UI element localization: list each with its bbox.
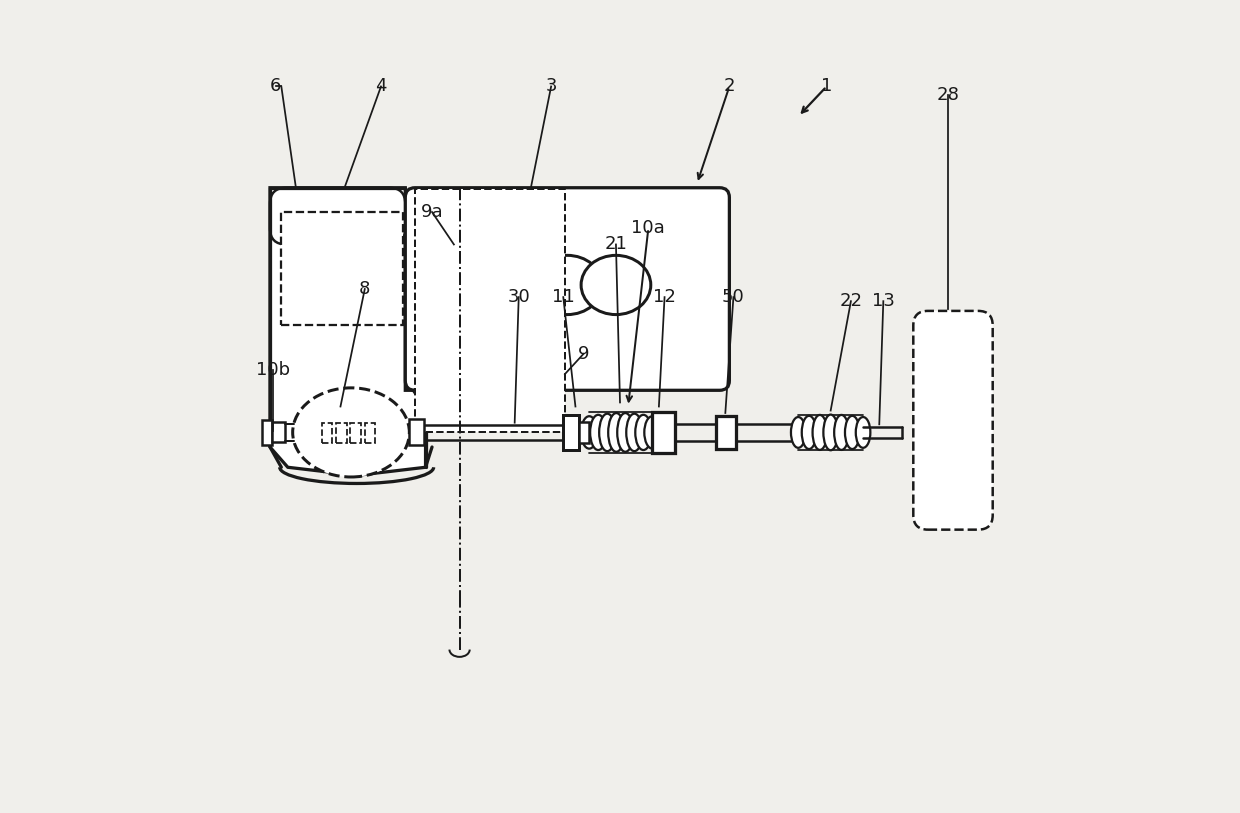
Bar — [336, 423, 347, 443]
Text: 1: 1 — [821, 77, 832, 95]
FancyBboxPatch shape — [405, 188, 729, 390]
Ellipse shape — [635, 415, 651, 450]
FancyBboxPatch shape — [914, 311, 993, 529]
Bar — [365, 423, 376, 443]
Ellipse shape — [599, 414, 615, 451]
Bar — [563, 415, 579, 450]
Ellipse shape — [844, 415, 859, 449]
FancyBboxPatch shape — [270, 188, 405, 245]
Text: 10a: 10a — [631, 220, 665, 237]
Text: 22: 22 — [839, 292, 862, 311]
Bar — [262, 420, 273, 445]
PathPatch shape — [270, 188, 425, 476]
Text: 3: 3 — [546, 77, 557, 95]
Text: 28: 28 — [936, 85, 960, 103]
Bar — [409, 420, 424, 446]
Text: 50: 50 — [722, 288, 745, 307]
Text: 11: 11 — [552, 288, 574, 307]
Text: 8: 8 — [360, 280, 371, 298]
Ellipse shape — [618, 413, 634, 452]
Ellipse shape — [532, 255, 603, 315]
Ellipse shape — [626, 414, 642, 451]
Text: 4: 4 — [376, 77, 387, 95]
Bar — [273, 422, 285, 442]
Text: 21: 21 — [605, 236, 627, 254]
Ellipse shape — [293, 388, 409, 477]
Text: 9: 9 — [578, 345, 589, 363]
Ellipse shape — [608, 413, 625, 452]
Text: 9a: 9a — [420, 203, 444, 221]
Bar — [652, 412, 675, 453]
Bar — [715, 416, 735, 449]
Text: 12: 12 — [653, 288, 676, 307]
Ellipse shape — [645, 416, 661, 449]
Ellipse shape — [812, 415, 827, 450]
Ellipse shape — [590, 415, 606, 450]
Ellipse shape — [791, 417, 806, 448]
Bar — [322, 423, 332, 443]
Ellipse shape — [802, 415, 816, 449]
Ellipse shape — [856, 417, 870, 448]
Bar — [415, 189, 565, 433]
Ellipse shape — [835, 415, 848, 450]
Bar — [350, 423, 361, 443]
Bar — [281, 212, 403, 325]
Ellipse shape — [582, 255, 651, 315]
Text: 13: 13 — [872, 292, 895, 311]
Text: 2: 2 — [724, 77, 735, 95]
Ellipse shape — [484, 255, 553, 315]
Ellipse shape — [582, 416, 598, 449]
Text: 30: 30 — [507, 288, 529, 307]
Ellipse shape — [823, 415, 838, 450]
Text: 10b: 10b — [257, 361, 290, 379]
Bar — [579, 422, 589, 443]
Ellipse shape — [435, 255, 505, 315]
Text: 6: 6 — [270, 77, 281, 95]
